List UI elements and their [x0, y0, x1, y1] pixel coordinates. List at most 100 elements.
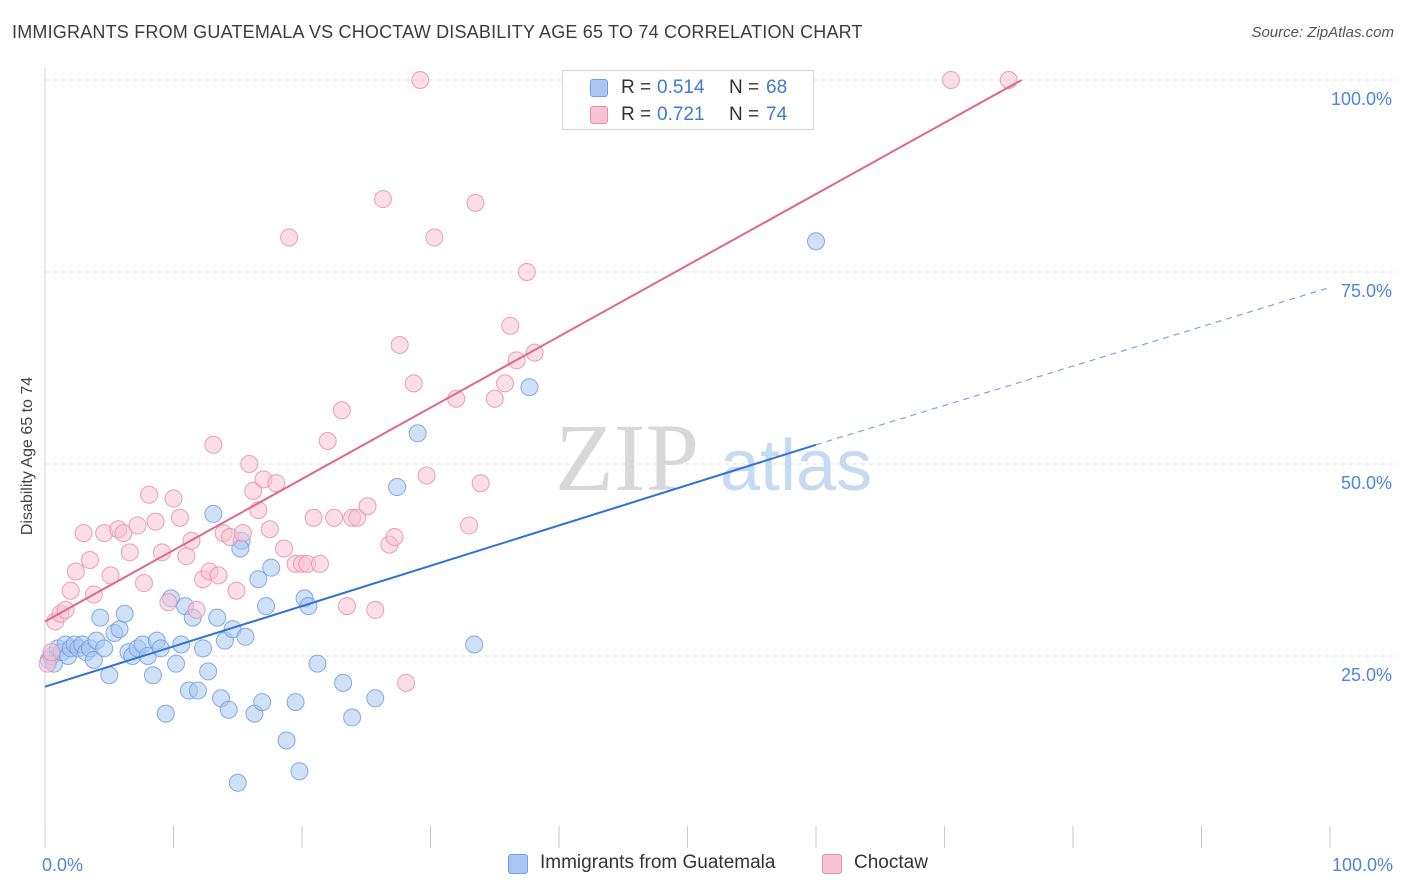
y-tick-label: 25.0% [1341, 665, 1392, 685]
choctaw-point [146, 512, 165, 531]
choctaw-point [275, 539, 294, 558]
guatemala-point [277, 731, 296, 750]
guatemala-point [290, 762, 309, 781]
guatemala-point [167, 654, 186, 673]
bottom-legend-label: Immigrants from Guatemala [540, 852, 776, 873]
legend-row-choctaw: R = 0.721 N = 74 [563, 102, 813, 130]
guatemala-point [807, 232, 825, 251]
choctaw-point [485, 389, 504, 408]
choctaw-point [304, 508, 323, 527]
guatemala-point [91, 608, 110, 627]
guatemala-point [308, 654, 327, 673]
choctaw-point [404, 374, 423, 393]
choctaw-point [366, 600, 385, 619]
guatemala-point [334, 673, 353, 692]
choctaw-point [164, 489, 183, 508]
choctaw-point [177, 547, 196, 566]
choctaw-point [417, 466, 436, 485]
n-value: 68 [766, 77, 788, 98]
choctaw-point [348, 508, 367, 527]
guatemala-point [520, 378, 539, 397]
choctaw-point [318, 431, 337, 450]
guatemala-point [249, 570, 268, 589]
x-tick-label: 100.0% [1332, 855, 1393, 875]
guatemala-point [204, 504, 223, 523]
choctaw-point [260, 520, 279, 539]
guatemala-trend-extension [815, 286, 1331, 446]
choctaw-point [204, 435, 223, 454]
guatemala-point [236, 627, 255, 646]
choctaw-point [358, 497, 377, 516]
guatemala-point [84, 650, 103, 669]
choctaw-point [66, 562, 85, 581]
choctaw-point [227, 581, 246, 600]
choctaw-point [120, 543, 139, 562]
choctaw-point [941, 71, 960, 89]
guatemala-point [286, 693, 305, 712]
guatemala-point [110, 620, 129, 639]
watermark-atlas: atlas [720, 426, 872, 506]
x-tick-label: 0.0% [42, 855, 83, 875]
guatemala-point [143, 666, 162, 685]
choctaw-point [425, 228, 444, 247]
choctaw-point [101, 566, 120, 585]
choctaw-point [134, 574, 153, 593]
data-points [38, 71, 1018, 792]
grid-lines [45, 79, 1395, 657]
choctaw-point [517, 263, 536, 281]
correlation-legend: R = 0.514 N = 68 R = 0.721 N = 74 [562, 70, 814, 130]
bottom-legend-swatch-guatemala [508, 854, 528, 874]
guatemala-point [188, 681, 207, 700]
choctaw-point [411, 71, 430, 89]
choctaw-point [496, 374, 515, 393]
choctaw-point [280, 228, 299, 247]
choctaw-point [209, 566, 228, 585]
choctaw-point [244, 481, 263, 500]
n-label: N = [729, 77, 760, 98]
choctaw-point [267, 474, 286, 493]
guatemala-point [199, 662, 218, 681]
tick-labels: 25.0% 50.0% 75.0% 100.0% 0.0% 100.0% [42, 89, 1393, 875]
r-value: 0.514 [657, 77, 705, 98]
y-tick-label: 100.0% [1331, 89, 1392, 109]
watermark: ZIP atlas [555, 404, 872, 511]
source-credit: Source: ZipAtlas.com [1251, 24, 1394, 41]
choctaw-point [170, 508, 189, 527]
n-label: N = [729, 104, 760, 125]
guatemala-point [408, 424, 427, 443]
choctaw-point [114, 524, 133, 543]
choctaw-point [240, 455, 259, 473]
choctaw-point [332, 401, 351, 420]
guatemala-point [219, 700, 238, 719]
bottom-legend-label: Choctaw [854, 852, 928, 873]
guatemala-point [388, 478, 407, 497]
choctaw-point [385, 527, 404, 546]
choctaw-point [501, 316, 520, 335]
choctaw-point [325, 508, 344, 527]
choctaw-point [310, 554, 329, 573]
chart-title: IMMIGRANTS FROM GUATEMALA VS CHOCTAW DIS… [12, 22, 863, 42]
choctaw-point [140, 485, 159, 504]
watermark-zip: ZIP [555, 404, 699, 511]
axes [44, 68, 1331, 848]
n-value: 74 [766, 104, 788, 125]
guatemala-point [465, 635, 484, 654]
choctaw-point [128, 516, 147, 535]
guatemala-point [343, 708, 362, 727]
guatemala-point [228, 773, 247, 792]
r-label: R = [621, 104, 652, 125]
guatemala-point [257, 597, 276, 616]
choctaw-point [471, 474, 490, 493]
legend-swatch-guatemala [590, 79, 608, 97]
bottom-legend-swatch-choctaw [822, 854, 842, 874]
choctaw-point [460, 516, 479, 535]
y-tick-label: 75.0% [1341, 281, 1392, 301]
r-value: 0.721 [657, 104, 705, 125]
guatemala-point [253, 693, 272, 712]
guatemala-trend-line [44, 443, 817, 688]
guatemala-point [115, 604, 134, 623]
choctaw-point [373, 190, 392, 209]
y-tick-label: 50.0% [1341, 473, 1392, 493]
choctaw-point [74, 524, 93, 543]
guatemala-point [366, 689, 385, 708]
